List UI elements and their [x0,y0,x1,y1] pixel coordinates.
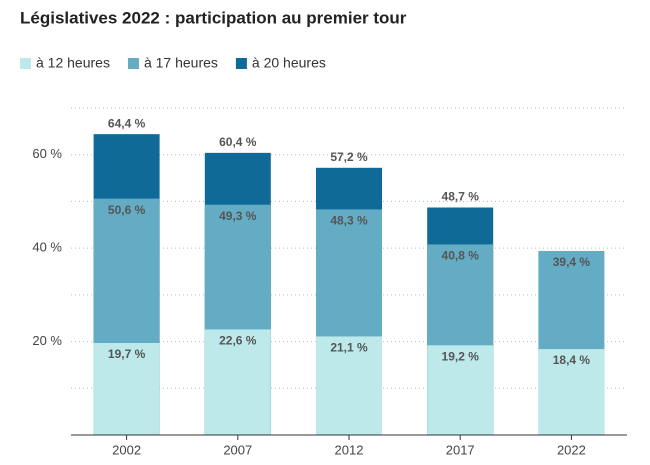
x-tick-label: 2007 [223,442,252,457]
legend-label: à 17 heures [144,55,218,71]
value-label: 48,7 % [442,190,480,204]
value-label: 22,6 % [219,334,257,348]
value-label: 49,3 % [219,209,257,223]
bar [538,349,605,435]
value-label: 48,3 % [330,214,368,228]
value-label: 60,4 % [219,135,257,149]
value-label: 40,8 % [442,249,480,263]
y-tick-label: 40 % [32,240,62,255]
x-tick-label: 2012 [335,442,364,457]
value-label: 19,2 % [442,349,480,363]
value-label: 39,4 % [553,255,591,269]
x-tick-label: 2022 [557,442,586,457]
value-label: 18,4 % [553,353,591,367]
legend-swatch [235,58,247,69]
chart-title: Législatives 2022 : participation au pre… [20,8,407,27]
x-tick-label: 2017 [446,442,475,457]
legend-swatch [127,58,139,69]
value-label: 21,1 % [330,341,368,355]
bar [204,329,271,435]
bar [427,345,494,435]
bar [316,336,382,435]
y-tick-label: 20 % [32,333,62,348]
bar [93,342,160,435]
value-label: 64,4 % [108,116,146,130]
legend-label: à 12 heures [36,55,110,71]
value-label: 57,2 % [330,150,368,164]
value-label: 50,6 % [108,203,146,217]
y-tick-label: 60 % [32,146,62,161]
x-tick-label: 2002 [112,442,141,457]
legend-swatch [20,58,31,69]
legend-label: à 20 heures [252,55,326,71]
value-label: 19,7 % [108,347,146,361]
